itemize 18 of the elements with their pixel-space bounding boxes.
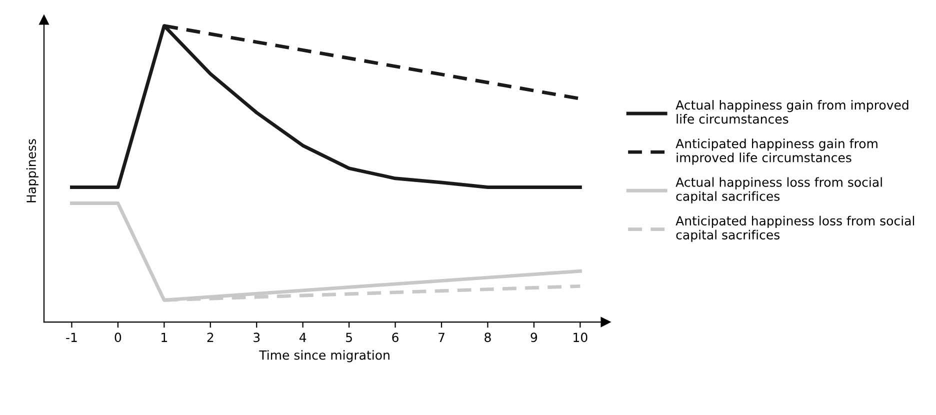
x-tick-label: 0 xyxy=(114,332,122,342)
legend-label: Anticipated happiness gain from improved life circumstances xyxy=(676,138,878,165)
x-tick-label: 7 xyxy=(438,332,444,342)
y-axis-title: Happiness xyxy=(26,139,38,202)
x-tick-label: 2 xyxy=(207,332,214,342)
x-tick-label: 8 xyxy=(484,332,491,342)
x-tick-label: 3 xyxy=(254,332,260,342)
x-tick-label: 9 xyxy=(530,332,538,342)
x-tick-label: 6 xyxy=(392,332,398,342)
x-tick-label: 5 xyxy=(346,332,352,342)
x-tick-label: 10 xyxy=(574,332,588,342)
legend-label: Anticipated happiness loss from social capital sacrifices xyxy=(676,216,914,242)
legend-label: Actual happiness gain from improved life circumstances xyxy=(676,100,908,124)
x-tick-label: 4 xyxy=(299,332,306,342)
x-tick-label: 1 xyxy=(162,332,167,342)
x-axis-title: Time since migration xyxy=(259,350,390,362)
x-tick-label: -1 xyxy=(66,332,77,342)
legend-label: Actual happiness loss from social capital sacrifices xyxy=(676,177,882,204)
